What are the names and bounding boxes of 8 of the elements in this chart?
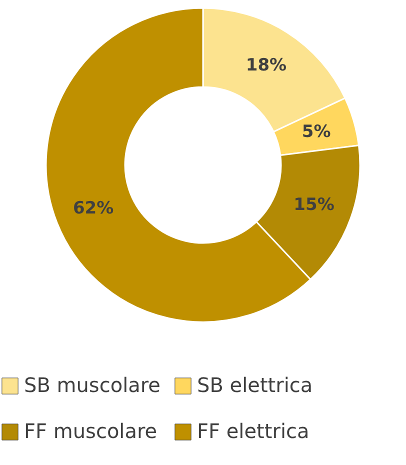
data-label: 18% (246, 55, 287, 76)
data-label: 62% (72, 198, 114, 218)
legend-label: SB elettrica (197, 373, 313, 397)
legend-label: SB muscolare (24, 373, 160, 397)
legend-label: FF muscolare (24, 419, 158, 443)
data-label: 5% (302, 122, 331, 142)
data-label: 15% (294, 194, 334, 215)
legend-label: FF elettrica (197, 419, 310, 443)
